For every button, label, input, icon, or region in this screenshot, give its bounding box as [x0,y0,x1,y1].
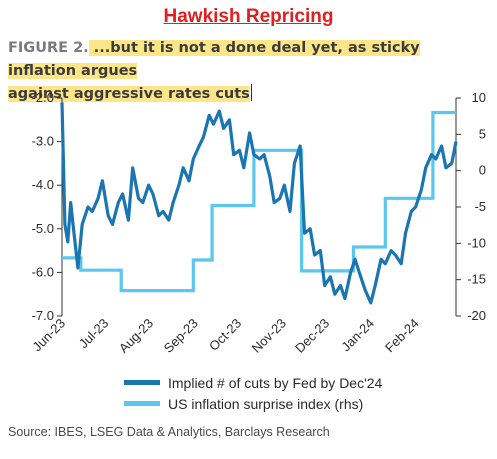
headline: Hawkish Repricing [163,6,334,27]
legend-label-surprise: US inflation surprise index (rhs) [168,395,364,412]
x-tick-label: Dec-23 [292,316,332,356]
right-tick-label: -10 [467,235,486,250]
x-tick-label: Nov-23 [249,316,289,356]
left-tick-label: -3.0 [32,134,54,149]
figure-title: FIGURE 2. ...but it is not a done deal y… [8,37,478,106]
x-tick-label: Jan-24 [338,316,377,355]
left-tick-label: -7.0 [32,308,54,323]
left-axis: -2.0 -3.0 -4.0 -5.0 -6.0 -7.0 [32,90,63,323]
left-tick-label: -4.0 [32,177,54,192]
left-tick-label: -6.0 [32,264,54,279]
series-line-inflation-surprise [62,110,456,293]
right-tick-label: 5 [479,126,486,141]
source-note: Source: IBES, LSEG Data & Analytics, Bar… [8,425,330,439]
legend-item-cuts: Implied # of cuts by Fed by Dec'24 [124,372,382,393]
legend-swatch-cuts [124,380,160,385]
x-tick-label: Aug-23 [116,316,156,356]
legend-swatch-surprise [124,401,160,406]
right-tick-label: -15 [467,272,486,287]
x-tick-label: Sep-23 [161,316,201,356]
series-line-implied-cuts [60,102,458,305]
plot-area [60,102,458,305]
line-chart: -2.0 -3.0 -4.0 -5.0 -6.0 -7.0 10 5 0 -5 -10 -15 -20… [29,90,486,356]
right-tick-label: -5 [474,199,486,214]
legend-label-cuts: Implied # of cuts by Fed by Dec'24 [168,374,383,391]
x-tick-label: Oct-23 [206,316,244,354]
text-cursor [250,84,252,101]
figure-title-line2: against aggressive rates cuts [8,86,250,102]
right-tick-label: -20 [467,308,486,323]
x-axis: Jun-23 Jul-23 Aug-23 Sep-23 Oct-23 Nov-23 Dec-… [29,316,421,356]
x-tick-label: Feb-24 [382,316,422,356]
legend-item-surprise: US inflation surprise index (rhs) [124,393,382,414]
left-tick-label: -2.0 [32,90,54,105]
legend: Implied # of cuts by Fed by Dec'24 US in… [124,372,382,414]
right-tick-label: 0 [479,163,486,178]
x-tick-label: Jul-23 [76,316,112,352]
left-tick-label: -5.0 [32,221,54,236]
right-axis: 10 5 0 -5 -10 -15 -20 [455,90,486,323]
right-tick-label: 10 [472,90,486,105]
figure-label: FIGURE 2. [8,40,89,56]
